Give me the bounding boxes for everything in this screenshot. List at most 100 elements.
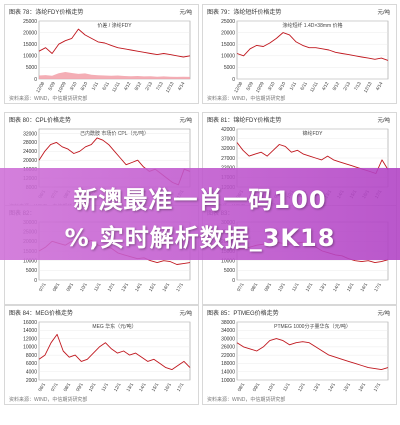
x-tick-label: 8/10: [80, 81, 89, 92]
series-line: [236, 32, 389, 61]
y-tick-label: 15000: [221, 42, 235, 48]
panel-title: 图表 84：MEG价格走势: [9, 311, 74, 317]
x-tick-label: 09/1: [252, 382, 261, 393]
x-tick-label: 14/1: [327, 382, 336, 393]
chart-legend: 涤纶短纤 1.4D×38mm 价格: [282, 22, 342, 29]
x-tick-label: 15/1: [346, 282, 355, 293]
y-tick-label: 8000: [26, 353, 37, 359]
x-tick-label: 07/1: [50, 382, 59, 393]
y-tick-label: 24000: [23, 149, 37, 155]
y-tick-label: 0: [232, 278, 235, 284]
banner-line-2: %,实时解析数据_3K18: [64, 224, 336, 252]
x-tick-label: 13/1: [125, 382, 134, 393]
y-tick-label: 10000: [23, 54, 37, 60]
y-tick-label: 27000: [221, 156, 235, 162]
unit-label: 元/吨: [377, 8, 390, 16]
promo-banner: 新澳最准一肖一码100 %,实时解析数据_3K18: [0, 168, 400, 260]
series-area: [39, 72, 190, 79]
x-tick-label: 16/1: [359, 282, 368, 293]
x-tick-label: 07/1: [236, 282, 245, 293]
y-tick-label: 18000: [221, 361, 235, 367]
x-tick-label: 7/13: [155, 81, 164, 92]
y-tick-label: 10000: [221, 378, 235, 384]
plot-area: [236, 20, 389, 80]
panel-title: 图表 85：PTMEG价格走势: [207, 311, 279, 317]
x-tick-label: 11/1: [291, 282, 300, 292]
y-tick-label: 2000: [26, 378, 37, 384]
y-tick-label: 12000: [23, 336, 37, 342]
plot-area: [38, 20, 191, 80]
chart-panel-8: 元/吨 PTMEG 1000分子量华东（元/吨） 10000 14000 18000 22…: [202, 305, 397, 405]
y-tick-label: 28000: [23, 140, 37, 146]
x-tick-label: 4/14: [375, 81, 384, 92]
x-tick-label: 1/11: [91, 81, 100, 91]
line-chart: 元/吨 PTMEG 1000分子量华东（元/吨） 10000 14000 18000 22…: [221, 309, 390, 393]
y-tick-label: 37000: [221, 136, 235, 142]
panel-title: 图表 79：涤纶短纤价格走势: [207, 10, 282, 16]
y-tick-label: 20000: [23, 30, 37, 36]
x-tick-label: 3/10: [267, 81, 276, 92]
y-tick-label: 15000: [23, 42, 37, 48]
x-tick-label: 14/1: [134, 282, 143, 293]
y-tick-label: 38000: [221, 320, 235, 326]
series-line: [236, 338, 389, 371]
x-tick-label: 11/11: [309, 81, 319, 93]
x-tick-label: 15/1: [151, 382, 160, 393]
y-tick-label: 5000: [26, 65, 37, 71]
chart-legend: 价差 / 涤纶FDY: [97, 22, 132, 29]
x-tick-label: 13/1: [120, 282, 129, 293]
x-tick-label: 12/1: [297, 382, 306, 393]
x-tick-label: 12/1: [107, 282, 116, 293]
x-tick-label: 15/1: [342, 382, 351, 393]
line-chart: 元/吨 MEG 华东（元/吨） 2000 4000 6000 8000 10000 12000…: [23, 309, 192, 393]
unit-label: 元/吨: [179, 116, 192, 124]
y-tick-label: 0: [34, 77, 37, 83]
x-tick-label: 09/1: [75, 382, 84, 393]
y-tick-label: 42000: [221, 127, 235, 133]
y-tick-label: 0: [34, 278, 37, 284]
y-tick-label: 32000: [221, 146, 235, 152]
y-tick-label: 6000: [26, 361, 37, 367]
x-tick-label: 16/1: [163, 382, 172, 393]
y-tick-label: 20000: [221, 30, 235, 36]
chart-legend: MEG 华东（元/吨）: [92, 323, 136, 330]
y-tick-label: 25000: [221, 19, 235, 25]
banner-line-1: 新澳最准一肖一码100: [73, 186, 327, 214]
x-tick-label: 1/11: [289, 81, 298, 91]
x-tick-label: 6/11: [101, 81, 110, 91]
panel-source: 资料来源：WIND，中信期货研究部: [9, 397, 88, 403]
y-tick-label: 20000: [23, 158, 37, 164]
x-tick-label: 08/1: [237, 382, 246, 393]
x-tick-label: 10/1: [88, 382, 97, 393]
series-line: [38, 28, 191, 58]
y-tick-label: 14000: [221, 370, 235, 376]
unit-label: 元/吨: [179, 8, 192, 16]
x-tick-label: 10/09: [255, 81, 265, 94]
y-tick-label: 26000: [221, 345, 235, 351]
x-tick-label: 7/13: [353, 81, 362, 92]
unit-label: 元/吨: [179, 309, 192, 317]
x-tick-label: 08/1: [63, 382, 72, 393]
x-tick-label: 12/13: [363, 81, 373, 94]
panel-source: 资料来源：WIND，中信期货研究部: [207, 397, 286, 403]
y-tick-label: 10000: [23, 345, 37, 351]
y-tick-label: 5000: [224, 65, 235, 71]
y-tick-label: 25000: [23, 19, 37, 25]
x-tick-label: 4/12: [123, 81, 132, 92]
x-tick-label: 16/1: [357, 382, 366, 393]
y-tick-label: 4000: [26, 370, 37, 376]
y-tick-label: 32000: [23, 131, 37, 137]
x-tick-label: 10/09: [57, 81, 67, 94]
x-tick-label: 3/10: [69, 81, 78, 92]
y-tick-label: 30000: [221, 336, 235, 342]
chart-panel-1: 元/吨价差 / 涤纶FDY 0 5000 10000 15000 20000 25000 12…: [4, 4, 199, 104]
unit-label: 元/吨: [377, 309, 390, 317]
x-tick-label: 10/1: [79, 282, 88, 293]
y-tick-label: 34000: [221, 328, 235, 334]
x-tick-label: 11/1: [100, 382, 109, 392]
panel-source: 资料来源：WIND，中信期货研究部: [207, 96, 286, 102]
plot-area: [236, 321, 389, 381]
x-tick-label: 12/08: [35, 81, 45, 94]
y-tick-label: 10000: [23, 258, 37, 264]
x-tick-label: 13/1: [312, 382, 321, 393]
